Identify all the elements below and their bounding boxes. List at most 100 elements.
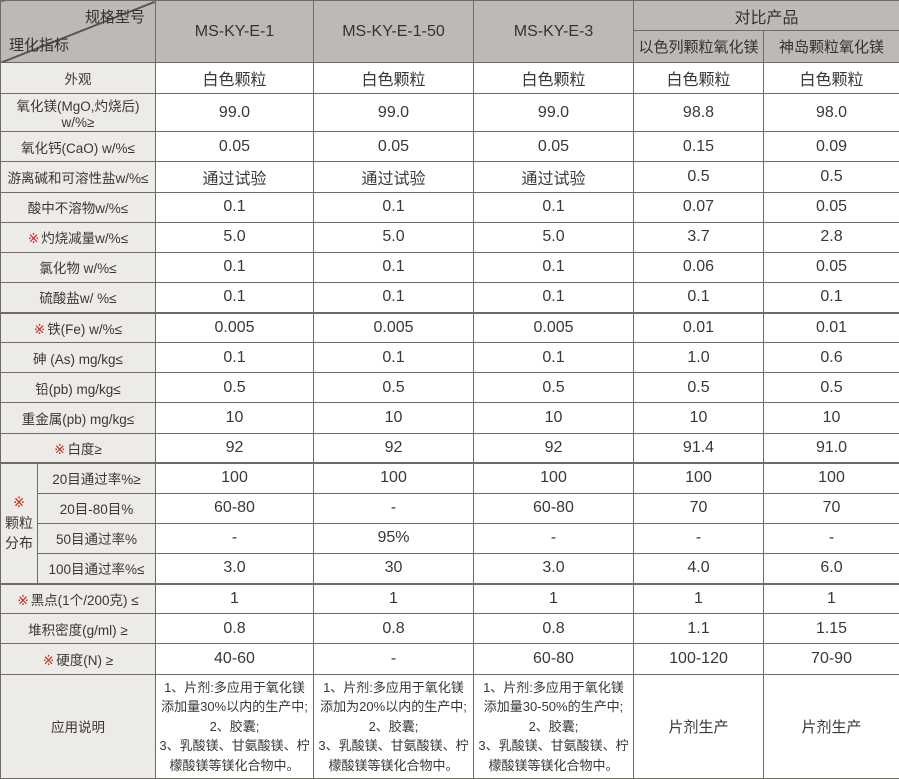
- cell-value: 100: [473, 462, 634, 494]
- cell-value: 5.0: [155, 221, 314, 253]
- row-label: ※ 黑点(1个/200克) ≤: [0, 582, 156, 615]
- row-label-text: 50目通过率%: [55, 532, 138, 548]
- cell-value: 98.0: [762, 93, 899, 133]
- table-header: 规格型号 理化指标 MS-KY-E-1 MS-KY-E-1-50 MS-KY-E…: [0, 0, 899, 63]
- row-label-text: 铅(pb) mg/kg≤: [35, 381, 121, 397]
- row-label: 外观: [0, 61, 156, 95]
- table-row: 外观 白色颗粒 白色颗粒 白色颗粒 白色颗粒 白色颗粒: [0, 61, 899, 95]
- cell-value: 6.0: [762, 553, 899, 585]
- table-row: 硫酸盐w/ %≤ 0.1 0.1 0.1 0.1 0.1: [0, 281, 899, 314]
- required-marker: ※: [33, 321, 46, 337]
- row-label: ※ 白度≥: [0, 432, 156, 464]
- row-label: 20目通过率%≥: [37, 462, 156, 494]
- row-label-text: 白度≥: [67, 441, 102, 457]
- table-row: 氯化物 w/%≤ 0.1 0.1 0.1 0.06 0.05: [0, 251, 899, 283]
- cell-value: 91.0: [762, 432, 899, 464]
- cell-value: -: [762, 522, 899, 555]
- cell-value: 0.6: [762, 342, 899, 374]
- row-label-text: 砷 (As) mg/kg≤: [33, 351, 123, 367]
- cell-value: 4.0: [633, 553, 764, 585]
- cell-value: 0.8: [155, 613, 314, 645]
- row-label: 应用说明: [0, 673, 156, 779]
- cell-value: -: [633, 522, 764, 555]
- cell-value: 0.01: [762, 311, 899, 344]
- cell-value: 通过试验: [473, 161, 634, 193]
- cell-value: 92: [155, 432, 314, 464]
- cell-value: 3.7: [633, 221, 764, 253]
- cell-value: 30: [313, 553, 474, 585]
- row-label: 酸中不溶物w/%≤: [0, 191, 156, 223]
- application-summary-cell: 片剂生产: [633, 673, 764, 779]
- cell-value: 0.1: [473, 281, 634, 314]
- cell-value: 1.1: [633, 613, 764, 645]
- row-label-text: 20目通过率%≥: [52, 472, 141, 488]
- row-label: 堆积密度(g/ml) ≥: [0, 613, 156, 645]
- table-row: 50目通过率% -95% - - -: [1, 522, 899, 555]
- cell-value: 0.01: [633, 311, 764, 344]
- required-marker: ※: [27, 231, 40, 247]
- cell-value: 70-90: [762, 643, 899, 675]
- cell-value: 0.5: [633, 161, 764, 193]
- row-label: 氯化物 w/%≤: [0, 251, 156, 283]
- cell-value: 0.005: [155, 311, 314, 344]
- table-row: 20目-80目% 60-80-60-80 70 70: [1, 492, 899, 524]
- table-row: ※ 铁(Fe) w/%≤ 0.005 0.005 0.005 0.01 0.01: [0, 311, 899, 344]
- row-label: 游离碱和可溶性盐w/%≤: [0, 161, 156, 193]
- column-header-compare-group: 对比产品: [632, 0, 899, 31]
- required-marker: ※: [17, 592, 29, 608]
- cell-value: 0.15: [633, 131, 764, 163]
- cell-value: 0.5: [313, 372, 474, 404]
- cell-value: 60-80: [473, 643, 634, 675]
- row-label: 重金属(pb) mg/kg≤: [0, 402, 156, 434]
- cell-value: 92: [313, 432, 474, 464]
- cell-value: 70: [762, 492, 899, 524]
- cell-value: 0.1: [155, 251, 314, 283]
- row-label-text: 氧化镁(MgO,灼烧后) w/%≥: [16, 99, 140, 131]
- cell-value: 91.4: [633, 432, 764, 464]
- application-summary-cell: 片剂生产: [762, 673, 899, 779]
- row-label: 20目-80目%: [37, 492, 156, 524]
- table-row: 应用说明 1、片剂:多应用于氧化镁添加量30%以内的生产中; 2、胶囊; 3、乳酸…: [0, 673, 899, 779]
- table-row: ※ 颗粒 分布 20目通过率%≥ 100 100 100 100 100: [0, 462, 899, 585]
- table-row: ※ 硬度(N) ≥40-60-60-80 100-120 70-90: [0, 643, 899, 675]
- cell-value: 0.1: [313, 342, 474, 374]
- cell-value: 0.1: [473, 191, 634, 223]
- table-body: 外观 白色颗粒 白色颗粒 白色颗粒 白色颗粒 白色颗粒 氧化镁(MgO,灼烧后) w/%≥ 9…: [0, 61, 899, 779]
- cell-value: 0.09: [762, 131, 899, 163]
- cell-value: 99.0: [155, 93, 314, 133]
- cell-value: 10: [762, 402, 899, 434]
- cell-value: 1: [762, 582, 899, 615]
- cell-value: 0.5: [155, 372, 314, 404]
- column-header-compare-1: 以色列颗粒氧化镁: [633, 30, 764, 63]
- cell-value: 白色颗粒: [473, 61, 634, 95]
- granule-group-label: ※ 颗粒 分布: [0, 462, 38, 585]
- cell-value: 0.1: [762, 281, 899, 314]
- table-row: 氧化镁(MgO,灼烧后) w/%≥ 99.0 99.0 99.0 98.8 98.0: [0, 93, 899, 133]
- table-row: 游离碱和可溶性盐w/%≤ 通过试验 通过试验 通过试验 0.5 0.5: [0, 161, 899, 193]
- table-row: 重金属(pb) mg/kg≤ 10 10 10 10 10: [0, 402, 899, 434]
- cell-value: 95%: [313, 522, 474, 555]
- table-row: 砷 (As) mg/kg≤ 0.1 0.1 0.1 1.0 0.6: [0, 342, 899, 374]
- cell-value: 0.1: [313, 191, 474, 223]
- row-label: ※ 灼烧减量w/%≤: [0, 221, 156, 253]
- cell-value: 0.05: [473, 131, 634, 163]
- cell-value: 0.05: [762, 251, 899, 283]
- cell-value: 10: [473, 402, 634, 434]
- required-marker: ※: [13, 494, 25, 511]
- cell-value: 10: [155, 402, 314, 434]
- application-note-cell: 1、片剂:多应用于氧化镁添加为20%以内的生产中; 2、胶囊; 3、乳酸镁、甘氨…: [313, 673, 474, 779]
- cell-value: 0.05: [155, 131, 314, 163]
- row-label-text: 堆积密度(g/ml) ≥: [28, 622, 128, 638]
- column-header-model-3: MS-KY-E-3: [473, 0, 634, 63]
- table-row: 100目通过率%≤ 3.0 30 3.0 4.0 6.0: [1, 553, 899, 585]
- row-label: 氧化镁(MgO,灼烧后) w/%≥: [0, 93, 156, 133]
- cell-value: 0.8: [473, 613, 634, 645]
- row-label: 砷 (As) mg/kg≤: [0, 342, 156, 374]
- cell-value: 0.1: [313, 281, 474, 314]
- cell-value: 0.5: [633, 372, 764, 404]
- granule-group-line: 颗粒: [5, 514, 33, 531]
- cell-value: 100: [633, 462, 764, 494]
- row-label: 铅(pb) mg/kg≤: [0, 372, 156, 404]
- cell-value: 3.0: [155, 553, 314, 585]
- application-note-cell: 1、片剂:多应用于氧化镁添加量30-50%的生产中; 2、胶囊; 3、乳酸镁、甘…: [473, 673, 634, 779]
